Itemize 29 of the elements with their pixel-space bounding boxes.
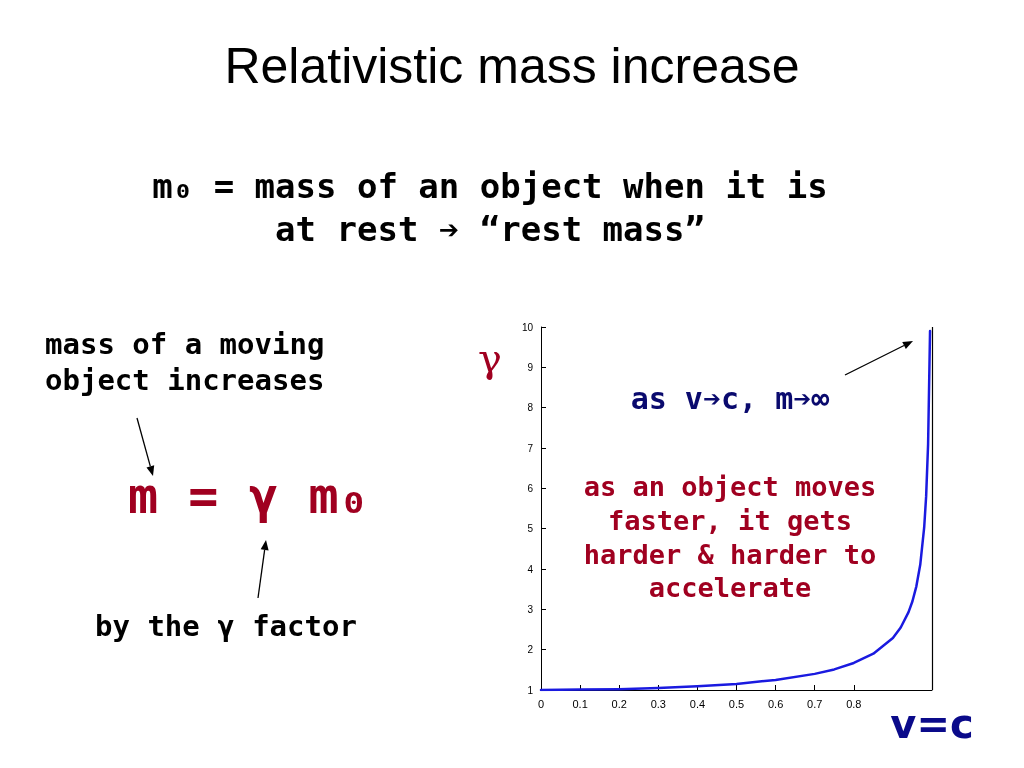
x-tick-label: 0.6 (767, 697, 784, 710)
y-tick-label: 1 (527, 684, 534, 696)
x-tick-label: 0.1 (572, 697, 588, 710)
text: m₀ = mass of an object when it is at rest ➔ “rest mass” (151, 165, 829, 250)
y-tick-label: 2 (527, 644, 534, 656)
ref-line-label: v=c (890, 701, 974, 747)
annotation: as v➔c, m➔∞ (629, 380, 831, 418)
chart-title: Relativistic mass increase (224, 38, 800, 94)
y-tick-label: 5 (527, 523, 534, 535)
y-tick-label: 4 (527, 563, 534, 575)
text: mass of a moving object increases (45, 326, 326, 399)
y-tick-label: 9 (527, 361, 534, 373)
annotation: as an object moves faster, it gets harder & harder to accelerate (582, 470, 878, 605)
y-tick-label: 3 (527, 603, 534, 615)
y-tick-label: 6 (527, 482, 534, 494)
y-axis-title: γ (478, 335, 502, 381)
x-tick-label: 0.8 (846, 697, 862, 710)
line-series (539, 329, 932, 692)
y-tick-label: 8 (527, 402, 534, 414)
x-tick-label: 0.2 (611, 697, 627, 710)
y-tick-label: 10 (521, 321, 534, 333)
text: by the γ factor (95, 608, 358, 645)
text: m = γ m₀ (128, 466, 370, 527)
y-tick-label: 7 (527, 442, 534, 454)
x-tick-label: 0.3 (650, 697, 666, 710)
x-tick-label: 0 (537, 697, 545, 710)
x-tick-label: 0.7 (807, 697, 823, 710)
x-tick-label: 0.5 (728, 697, 745, 710)
x-tick-label: 0.4 (689, 697, 706, 710)
